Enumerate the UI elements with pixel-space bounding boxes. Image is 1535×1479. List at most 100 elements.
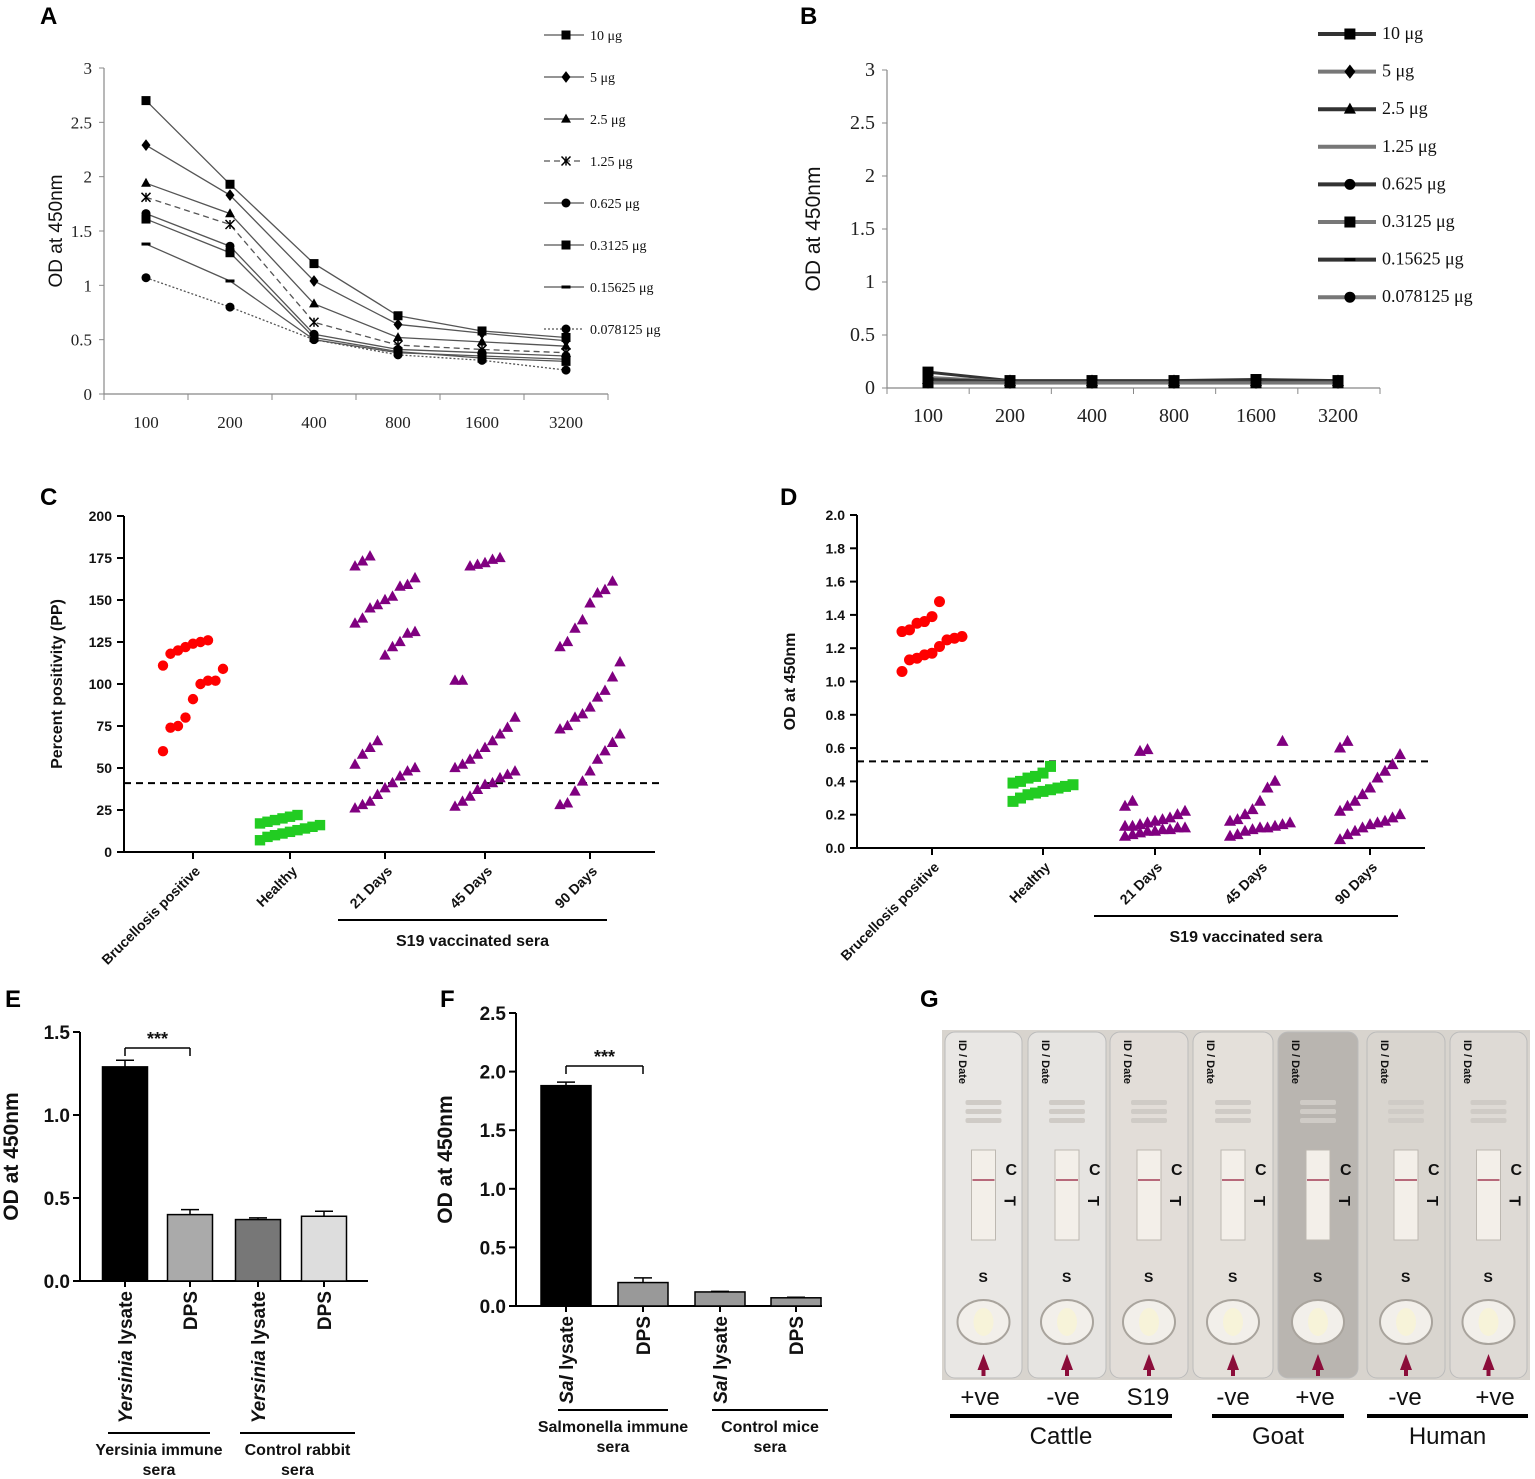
bar (694, 1291, 746, 1307)
y-tick-label: 0.5 (850, 324, 875, 346)
y-axis-title: OD at 450nm (0, 1092, 23, 1220)
series-line (145, 196, 567, 354)
data-point (349, 758, 361, 769)
x-tick-label: Healthy (1006, 859, 1053, 906)
strip-label: +ve (960, 1384, 999, 1411)
panel-label-C: C (40, 484, 57, 511)
arrow-stem (1065, 1368, 1069, 1376)
strip-id-text: ID / Date (1121, 1040, 1133, 1084)
panel-e-chart: 0.0 0.5 1.0 1.5 OD at 450nm Yersinia lysate DP… (0, 1023, 368, 1479)
bar (101, 1066, 149, 1282)
data-point (356, 798, 369, 810)
data-point (561, 357, 571, 361)
y-tick-label: 0.5 (71, 331, 92, 350)
strip-c-label: C (1171, 1162, 1183, 1179)
data-point (561, 797, 574, 808)
data-point (379, 593, 391, 605)
data-point (934, 641, 945, 653)
data-point (401, 765, 414, 776)
strip-label: -ve (1388, 1384, 1421, 1411)
arrow-icon (1227, 1354, 1239, 1370)
y-tick-label: 0 (865, 377, 875, 399)
strip-id-text: ID / Date (1289, 1040, 1301, 1084)
data-point (561, 334, 571, 347)
series-1 (254, 809, 326, 846)
result-window (971, 1149, 996, 1241)
result-window (1054, 1149, 1080, 1241)
test-strip: ID / Date C T S (1027, 1031, 1107, 1379)
x-tick-label: 100 (913, 405, 943, 427)
y-tick-label: 2.5 (480, 1004, 507, 1025)
group-label: S19 vaccinated sera (396, 933, 549, 950)
test-strip: ID / Date C T S (1192, 1031, 1274, 1379)
data-point (591, 753, 604, 764)
data-point (1332, 377, 1344, 389)
data-point (1007, 777, 1019, 789)
data-point (141, 242, 151, 246)
legend-label: 10 μg (590, 29, 622, 44)
series-1: 5 μg (141, 71, 615, 347)
strip-id-text: ID / Date (1378, 1040, 1390, 1084)
data-point (409, 625, 421, 637)
data-point (477, 327, 487, 339)
strip-t-label: T (1084, 1196, 1101, 1206)
x-tick-label: 45 Days (1221, 859, 1270, 908)
data-point (371, 598, 384, 610)
y-tick-label: 0.0 (480, 1297, 506, 1318)
x-tick-label: 21 Days (346, 863, 395, 912)
data-point (1378, 764, 1392, 776)
data-point (477, 355, 487, 365)
data-point (486, 734, 499, 746)
legend-label: 2.5 μg (590, 113, 626, 128)
data-point (561, 719, 574, 731)
data-point (371, 788, 384, 800)
data-point (456, 795, 469, 806)
data-point (307, 821, 318, 832)
series-0 (896, 596, 968, 678)
significance-label: *** (147, 1029, 168, 1049)
data-point (225, 248, 235, 258)
data-point (262, 831, 273, 843)
series-4: 0.625 μg (922, 173, 1446, 389)
data-point (464, 790, 476, 801)
data-point (486, 776, 499, 788)
series-line (145, 218, 567, 363)
legend-label: 0.078125 μg (590, 323, 661, 338)
data-point (1022, 789, 1034, 801)
legend-marker (1344, 28, 1356, 40)
arrow-stem (1404, 1368, 1408, 1376)
strip-grip (1131, 1118, 1167, 1123)
legend-marker (561, 240, 571, 250)
strip-t-label: T (1166, 1196, 1183, 1206)
strip-grip (1388, 1100, 1424, 1105)
y-tick-label: 25 (96, 802, 112, 818)
strip-c-label: C (1428, 1162, 1440, 1179)
legend-label: 0.3125 μg (590, 239, 647, 254)
data-point (254, 818, 266, 829)
data-point (561, 340, 571, 350)
series-2 (1118, 743, 1192, 841)
strip-c-label: C (1089, 1162, 1101, 1179)
y-tick-label: 1.2 (826, 640, 846, 656)
y-tick-label: 0.6 (826, 740, 846, 756)
arrow-stem (981, 1368, 986, 1376)
group-label-line1: Yersinia immune (95, 1442, 222, 1459)
panel-label-B: B (800, 3, 817, 30)
x-tick-label: 90 Days (1331, 859, 1380, 908)
x-tick-label: DPS (634, 1316, 655, 1355)
series-line (145, 182, 567, 347)
strip-c-label: C (1511, 1162, 1523, 1179)
legend-label: 0.625 μg (590, 197, 640, 212)
test-strip: ID / Date C T S (1366, 1031, 1446, 1379)
strip-grip (1049, 1109, 1085, 1114)
y-tick-label: 175 (89, 550, 113, 566)
data-point (202, 675, 214, 686)
data-point (599, 583, 611, 595)
data-point (225, 208, 235, 218)
data-point (409, 571, 421, 583)
y-tick-label: 2 (865, 165, 875, 187)
data-point (1178, 804, 1192, 816)
y-tick-label: 0.5 (480, 1238, 507, 1259)
arrow-stem (1486, 1368, 1491, 1376)
